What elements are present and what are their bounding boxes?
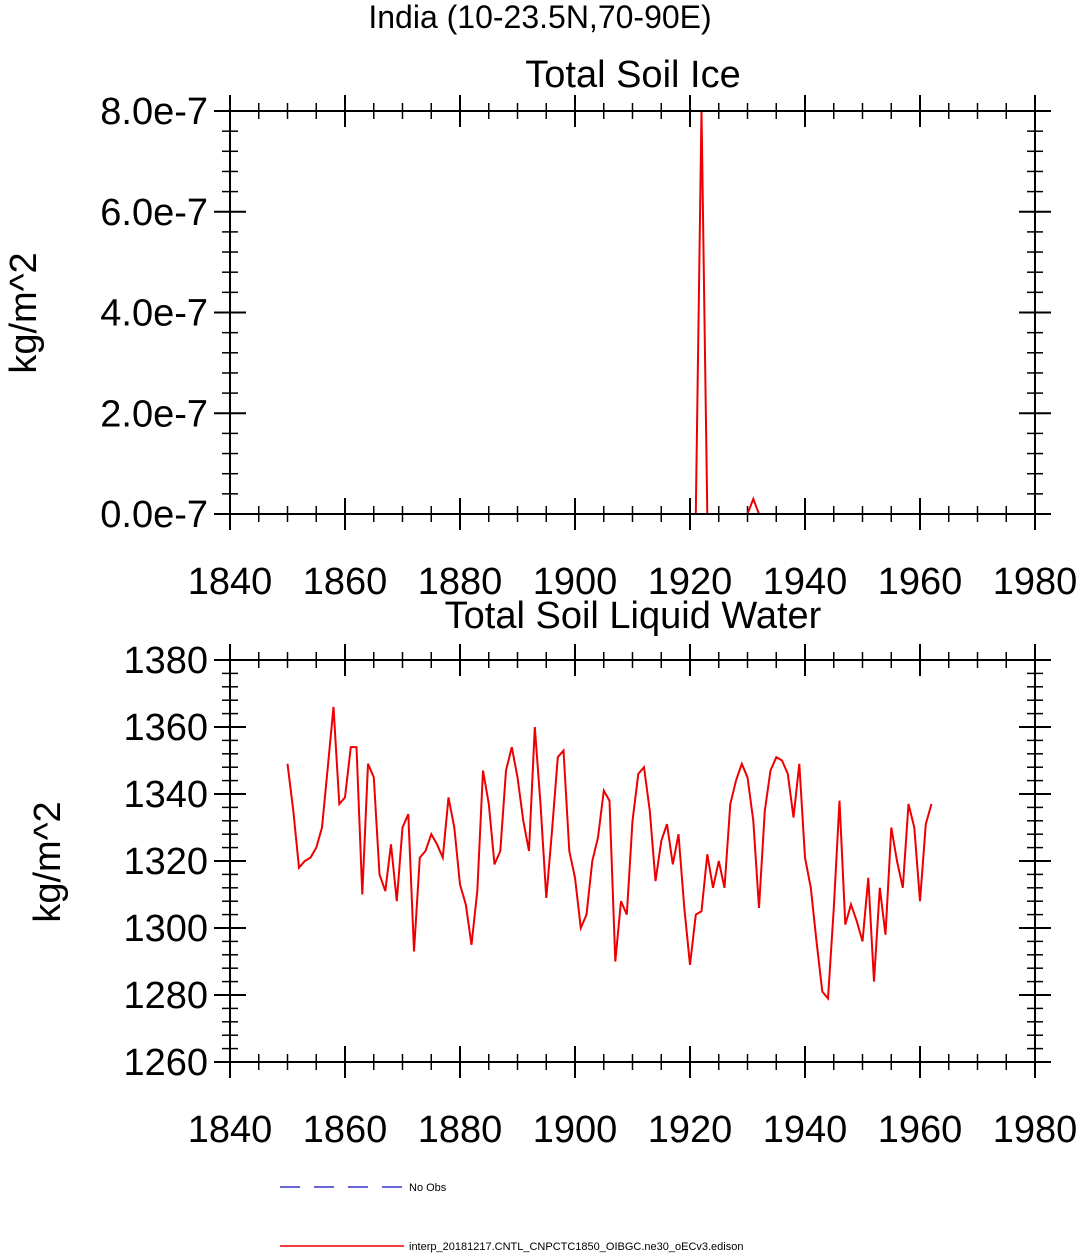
x-tick-label: 1940 — [763, 561, 848, 603]
x-tick-label: 1940 — [763, 1109, 848, 1151]
x-tick-label: 1880 — [418, 561, 503, 603]
y-tick-label: 8.0e-7 — [100, 91, 208, 133]
chart-total-soil-ice: Total Soil Ice kg/m^2 1840 1860 1880 1900 19… — [3, 54, 1077, 603]
axis-ticks — [214, 95, 1051, 530]
tick-labels: 1840 1860 1880 1900 1920 1940 1960 1980 0.0e-7 2.… — [100, 91, 1077, 603]
x-tick-label: 1980 — [993, 1109, 1078, 1151]
x-tick-label: 1840 — [188, 561, 273, 603]
x-tick-label: 1980 — [993, 561, 1078, 603]
x-tick-label: 1900 — [533, 561, 618, 603]
x-tick-label: 1860 — [303, 561, 388, 603]
chart-total-soil-liquid-water: Total Soil Liquid Water kg/m^2 1840 1860 1… — [27, 595, 1077, 1151]
y-tick-label: 1320 — [123, 841, 208, 883]
x-tick-label: 1960 — [878, 1109, 963, 1151]
tick-labels: 1840 1860 1880 1900 1920 1940 1960 1980 1260 1280… — [123, 640, 1077, 1151]
y-tick-label: 1380 — [123, 640, 208, 682]
legend: No Obs interp_20181217.CNTL_CNPCTC1850_O… — [280, 1182, 743, 1253]
legend-label-model: interp_20181217.CNTL_CNPCTC1850_OIBGC.ne… — [409, 1241, 743, 1253]
y-axis-label: kg/m^2 — [3, 252, 45, 373]
plot-frame — [229, 110, 1036, 515]
y-tick-label: 2.0e-7 — [100, 393, 208, 435]
chart-title: Total Soil Ice — [525, 54, 740, 96]
figure-title: India (10-23.5N,70-90E) — [368, 0, 711, 35]
y-tick-label: 1280 — [123, 975, 208, 1017]
x-tick-label: 1860 — [303, 1109, 388, 1151]
y-tick-label: 4.0e-7 — [100, 293, 208, 335]
y-axis-label: kg/m^2 — [27, 801, 69, 922]
y-tick-label: 1340 — [123, 774, 208, 816]
y-tick-label: 1260 — [123, 1042, 208, 1084]
series-line — [286, 706, 933, 1001]
y-tick-label: 1360 — [123, 707, 208, 749]
legend-label-no-obs: No Obs — [409, 1182, 447, 1194]
x-tick-label: 1960 — [878, 561, 963, 603]
x-tick-label: 1880 — [418, 1109, 503, 1151]
x-tick-label: 1900 — [533, 1109, 618, 1151]
y-tick-label: 1300 — [123, 908, 208, 950]
x-tick-label: 1920 — [648, 561, 733, 603]
x-tick-label: 1840 — [188, 1109, 273, 1151]
x-tick-label: 1920 — [648, 1109, 733, 1151]
plot-frame — [229, 659, 1036, 1063]
series-line — [287, 110, 932, 515]
y-tick-label: 0.0e-7 — [100, 494, 208, 536]
y-tick-label: 6.0e-7 — [100, 192, 208, 234]
chart-title: Total Soil Liquid Water — [445, 595, 822, 637]
axis-ticks — [214, 644, 1051, 1078]
